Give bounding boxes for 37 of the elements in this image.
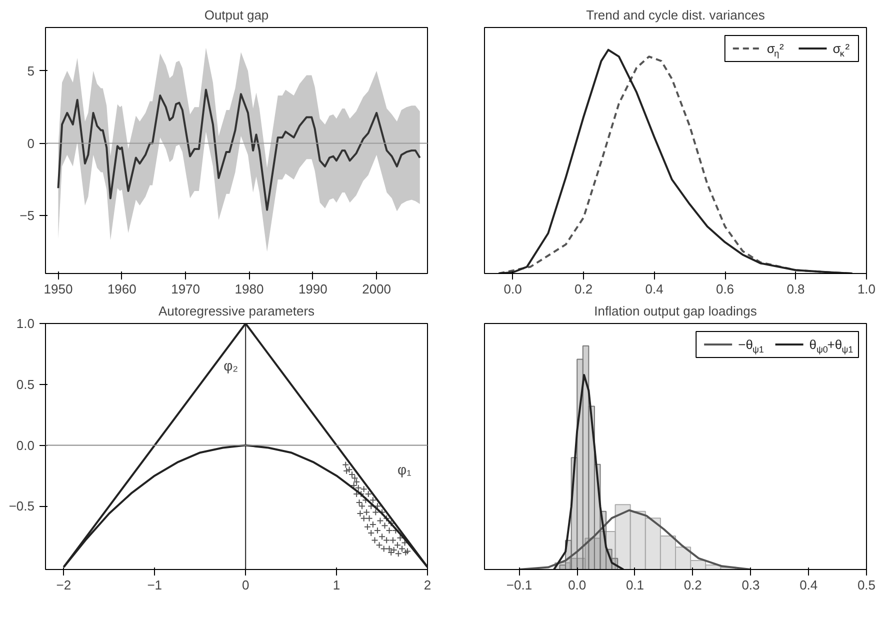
x-tick-label: 0.1 [626, 578, 644, 592]
x-tick-label: 0.8 [786, 282, 805, 296]
y-tick-label: 0.5 [16, 376, 35, 392]
y-tick-label: 0.0 [16, 438, 35, 453]
x-tick-label: −2 [56, 578, 72, 592]
x-tick-label: −1 [147, 578, 162, 592]
x-tick-label: −0.1 [506, 578, 532, 592]
chart-title: Inflation output gap loadings [594, 304, 758, 318]
x-tick-label: 0.2 [684, 578, 702, 592]
x-tick-label: 0.0 [504, 282, 522, 296]
y-tick-label: −5 [20, 208, 35, 224]
x-tick-label: 0.4 [800, 578, 818, 592]
x-tick-label: 1980 [234, 282, 264, 296]
x-tick-label: 0.2 [574, 282, 593, 296]
y-axis-title: φ₂ [224, 358, 238, 374]
x-tick-label: 1950 [44, 282, 73, 296]
x-tick-label: 2000 [362, 282, 392, 296]
y-tick-label: −0.5 [8, 498, 35, 514]
x-axis-title: φ₁ [398, 461, 412, 478]
x-tick-label: 0.6 [716, 282, 734, 296]
y-tick-label: 0 [27, 136, 35, 151]
x-tick-label: 1970 [171, 282, 200, 296]
x-tick-label: 1 [332, 578, 340, 592]
x-tick-label: 1960 [107, 282, 136, 296]
chart-title: Output gap [204, 8, 269, 22]
x-tick-label: 1.0 [857, 282, 876, 296]
x-tick-label: 0.5 [857, 578, 876, 592]
x-tick-label: 1990 [298, 282, 328, 296]
y-tick-label: 5 [27, 63, 35, 78]
x-tick-label: 2 [424, 578, 432, 592]
chart-title: Autoregressive parameters [158, 304, 316, 318]
x-tick-label: 0.4 [645, 282, 664, 296]
x-tick-label: 0.0 [568, 578, 586, 592]
y-tick-label: 1.0 [16, 316, 35, 331]
x-tick-label: 0.3 [742, 578, 760, 592]
chart-title: Trend and cycle dist. variances [586, 8, 766, 22]
x-tick-label: 0 [242, 578, 250, 592]
